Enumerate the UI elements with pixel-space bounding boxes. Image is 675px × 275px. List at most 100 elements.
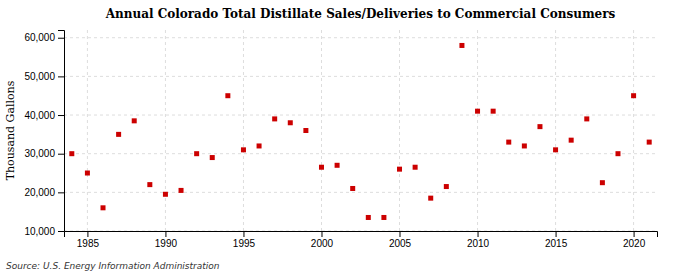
point bbox=[491, 109, 496, 114]
x-tick-mark bbox=[400, 231, 401, 237]
point bbox=[225, 93, 230, 98]
point bbox=[132, 118, 137, 123]
y-tick-mark bbox=[58, 76, 64, 77]
y-tick: 30,000 bbox=[24, 148, 64, 159]
x-grid-line bbox=[243, 30, 244, 231]
point bbox=[444, 184, 449, 189]
point bbox=[335, 163, 340, 168]
x-grid-line bbox=[399, 30, 400, 231]
point bbox=[600, 180, 605, 185]
x-tick-mark bbox=[243, 231, 244, 237]
point bbox=[553, 147, 558, 152]
x-axis: 1985 1990 1995 2000 2005 2010 2015 2020 bbox=[65, 231, 658, 249]
point bbox=[194, 151, 199, 156]
point bbox=[303, 128, 308, 133]
y-axis-title: Thousand Gallons bbox=[4, 80, 17, 180]
x-grid-line bbox=[321, 30, 322, 231]
y-tick: 40,000 bbox=[24, 110, 64, 121]
x-tick: 1995 bbox=[233, 231, 256, 249]
y-tick-label: 40,000 bbox=[24, 110, 55, 121]
x-tick-mark bbox=[321, 231, 322, 237]
y-grid-line bbox=[64, 115, 657, 116]
y-grid-line bbox=[64, 37, 657, 38]
x-grid-line bbox=[477, 30, 478, 231]
point bbox=[537, 124, 542, 129]
y-tick-label: 30,000 bbox=[24, 148, 55, 159]
x-tick-label: 2015 bbox=[545, 238, 568, 249]
point bbox=[179, 188, 184, 193]
x-tick: 2000 bbox=[311, 231, 334, 249]
x-tick-label: 1995 bbox=[233, 238, 256, 249]
point bbox=[147, 182, 152, 187]
x-axis-line bbox=[65, 232, 658, 238]
y-grid-line bbox=[64, 76, 657, 77]
x-tick: 1985 bbox=[77, 231, 100, 249]
x-tick-mark bbox=[87, 231, 88, 237]
point bbox=[615, 151, 620, 156]
points bbox=[69, 43, 651, 220]
point bbox=[241, 147, 246, 152]
y-grid-line bbox=[64, 153, 657, 154]
x-tick-mark bbox=[165, 231, 166, 237]
point bbox=[506, 140, 511, 145]
chart: 1985 1990 1995 2000 2005 2010 2015 2020 10,000 20… bbox=[0, 0, 675, 275]
x-grid-line bbox=[555, 30, 556, 231]
y-tick-label: 20,000 bbox=[24, 187, 55, 198]
x-tick: 2010 bbox=[467, 231, 490, 249]
point bbox=[366, 215, 371, 220]
plot-area: 1985 1990 1995 2000 2005 2010 2015 2020 10,000 20… bbox=[24, 30, 657, 249]
y-tick-mark bbox=[58, 154, 64, 155]
point bbox=[647, 140, 652, 145]
point bbox=[584, 116, 589, 121]
x-tick-label: 2005 bbox=[389, 238, 412, 249]
x-tick: 2020 bbox=[623, 231, 646, 249]
y-tick-mark bbox=[58, 115, 64, 116]
y-tick-label: 10,000 bbox=[24, 226, 55, 237]
x-grid-line bbox=[87, 30, 88, 231]
x-grid-line bbox=[165, 30, 166, 231]
point bbox=[101, 205, 106, 210]
y-tick-label: 60,000 bbox=[24, 32, 55, 43]
x-tick-mark bbox=[634, 231, 635, 237]
x-tick-label: 2020 bbox=[623, 238, 646, 249]
title: Annual Colorado Total Distillate Sales/D… bbox=[105, 7, 616, 21]
point bbox=[428, 196, 433, 201]
y-tick-mark bbox=[58, 192, 64, 193]
x-tick: 2015 bbox=[545, 231, 568, 249]
point bbox=[397, 167, 402, 172]
point bbox=[69, 151, 74, 156]
y-tick: 60,000 bbox=[24, 32, 64, 43]
y-grid-line bbox=[64, 192, 657, 193]
y-tick: 20,000 bbox=[24, 187, 64, 198]
point bbox=[413, 165, 418, 170]
point bbox=[319, 165, 324, 170]
x-tick-mark bbox=[478, 231, 479, 237]
point bbox=[163, 192, 168, 197]
y-axis: 10,000 20,000 30,000 40,000 50,000 60,000 bbox=[24, 31, 64, 237]
point bbox=[85, 171, 90, 176]
x-tick-label: 1990 bbox=[155, 238, 178, 249]
x-tick-label: 2000 bbox=[311, 238, 334, 249]
point bbox=[459, 43, 464, 48]
y-axis-line bbox=[58, 31, 65, 232]
x-grid-line bbox=[633, 30, 634, 231]
x-tick: 1990 bbox=[155, 231, 178, 249]
y-tick-mark bbox=[58, 231, 64, 232]
point bbox=[257, 143, 262, 148]
x-tick: 2005 bbox=[389, 231, 412, 249]
grid bbox=[64, 30, 657, 231]
point bbox=[569, 138, 574, 143]
y-tick: 50,000 bbox=[24, 71, 64, 82]
source-note: Source: U.S. Energy Information Administ… bbox=[6, 261, 220, 271]
point bbox=[631, 93, 636, 98]
point bbox=[381, 215, 386, 220]
y-tick-label: 50,000 bbox=[24, 71, 55, 82]
point bbox=[522, 143, 527, 148]
y-tick-mark bbox=[58, 38, 64, 39]
x-tick-mark bbox=[556, 231, 557, 237]
x-tick-label: 2010 bbox=[467, 238, 490, 249]
y-tick: 10,000 bbox=[24, 226, 64, 237]
point bbox=[116, 132, 121, 137]
point bbox=[272, 116, 277, 121]
point bbox=[288, 120, 293, 125]
